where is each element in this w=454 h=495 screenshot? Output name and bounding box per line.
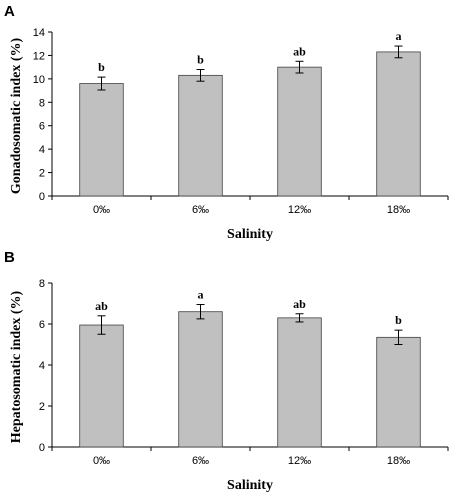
panel-b-category-label: 0‰ — [93, 455, 110, 467]
panel-a-bar — [277, 66, 322, 197]
panel-b-bar — [178, 311, 223, 448]
panel-b-significance-label: ab — [293, 297, 306, 311]
panel-a-significance-label: ab — [293, 44, 306, 58]
panel-a-letter: A — [4, 3, 15, 20]
panel-a-y-tick-label: 4 — [39, 144, 45, 156]
panel-a-y-tick-label: 2 — [39, 168, 45, 180]
panel-a-plot-area: 0 2 4 6 8 10 12 14 b 0‰ b 6‰ ab 12‰ a 18‰ — [33, 27, 449, 216]
panel-a-y-tick-label: 6 — [39, 121, 45, 133]
panel-a-category-label: 12‰ — [288, 204, 311, 216]
panel-a-bar — [178, 74, 223, 197]
panel-a-category-label: 18‰ — [387, 204, 410, 216]
panel-b-bar — [277, 317, 322, 448]
panel-b-y-tick-label: 0 — [39, 442, 45, 454]
panel-b-significance-label: b — [395, 313, 402, 327]
panel-b-y-axis-title: Hepatosomatic index (%) — [9, 290, 24, 443]
panel-a-significance-label: a — [396, 29, 402, 43]
panel-a-bar — [376, 51, 421, 197]
panel-b-y-tick-label: 4 — [39, 360, 45, 372]
panel-b-letter: B — [4, 249, 15, 266]
panel-a-significance-label: b — [98, 60, 105, 74]
panel-b-y-tick-label: 2 — [39, 401, 45, 413]
panel-b: B Hepatosomatic index (%) Salinity 0 2 4 6 8… — [4, 249, 449, 493]
panel-a-y-axis-title: Gonadosomatic index (%) — [9, 37, 24, 194]
panel-a-x-axis-title: Salinity — [227, 227, 273, 242]
panel-b-category-label: 18‰ — [387, 455, 410, 467]
panel-a-category-label: 0‰ — [93, 204, 110, 216]
panel-b-category-label: 6‰ — [192, 455, 209, 467]
panel-a-y-tick-label: 10 — [33, 74, 45, 86]
panel-b-y-tick-label: 8 — [39, 278, 45, 290]
panel-b-category-label: 12‰ — [288, 455, 311, 467]
panel-a-y-tick-label: 8 — [39, 97, 45, 109]
panel-b-significance-label: a — [198, 288, 204, 302]
panel-a-bar — [79, 83, 124, 197]
panel-b-plot-area: 0 2 4 6 8 ab 0‰ a 6‰ ab 12‰ b 18‰ — [39, 278, 449, 467]
panel-a: A Gonadosomatic index (%) Salinity 0 2 4 6 8… — [4, 3, 449, 242]
panel-a-y-tick-label: 14 — [33, 27, 45, 39]
panel-b-bar — [79, 324, 124, 448]
panel-b-significance-label: ab — [95, 299, 108, 313]
panel-a-category-label: 6‰ — [192, 204, 209, 216]
panel-b-x-axis-title: Salinity — [227, 478, 273, 493]
panel-b-bar — [376, 336, 421, 448]
panel-a-significance-label: b — [197, 52, 204, 66]
panel-a-y-tick-label: 12 — [33, 50, 45, 62]
panel-b-y-tick-label: 6 — [39, 319, 45, 331]
panel-a-y-tick-label: 0 — [39, 191, 45, 203]
